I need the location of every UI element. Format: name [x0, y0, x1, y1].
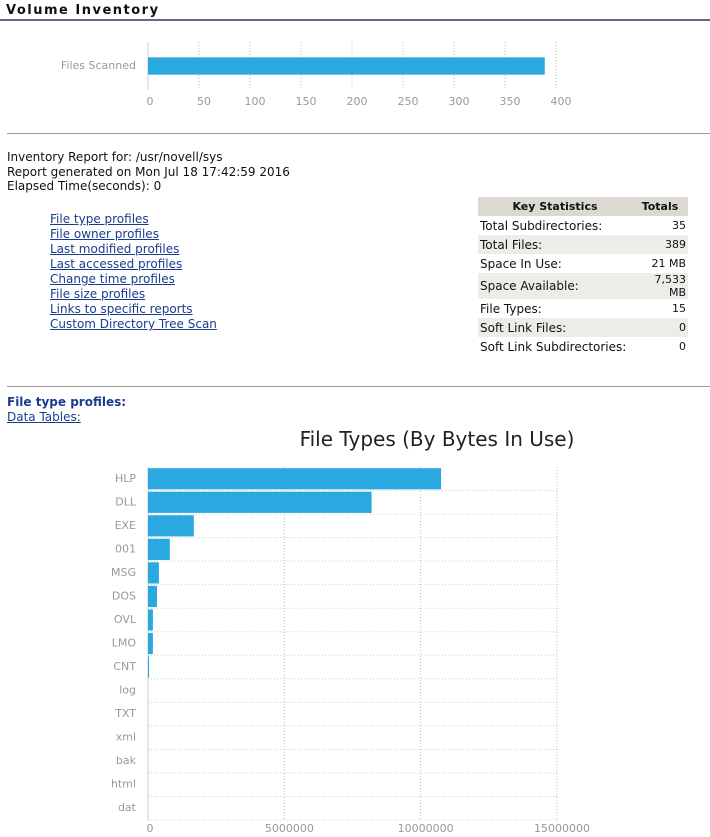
link-list: File type profiles File owner profiles Las… — [50, 212, 217, 332]
x-tick-label: 200 — [347, 95, 368, 108]
page-title: Volume Inventory — [6, 3, 160, 18]
report-line: Inventory Report for: /usr/novell/sys — [7, 150, 223, 164]
bar — [148, 57, 545, 75]
profile-link[interactable]: Last modified profiles — [50, 242, 180, 256]
category-label: 001 — [115, 542, 136, 555]
x-tick-label: 250 — [398, 95, 419, 108]
stat-name: Space Available: — [478, 273, 632, 299]
title-rule — [0, 19, 710, 21]
x-tick-label: 100 — [245, 95, 266, 108]
table-row: Total Files: 389 — [478, 235, 688, 254]
stat-value: 7,533 MB — [632, 273, 688, 299]
category-label: html — [111, 778, 136, 791]
stat-value: 0 — [632, 318, 688, 337]
stat-value: 0 — [679, 340, 686, 353]
x-tick-label: 0 — [147, 95, 154, 108]
profile-link[interactable]: File owner profiles — [50, 227, 159, 241]
bar — [148, 562, 159, 584]
divider — [7, 386, 710, 387]
x-tick-label: 5000000 — [265, 822, 314, 835]
category-label: MSG — [111, 566, 136, 579]
category-label: xml — [116, 731, 136, 744]
table-header-row: Key Statistics Totals — [478, 197, 688, 216]
category-label: dat — [118, 801, 137, 814]
category-label: HLP — [115, 472, 136, 485]
category-label: DOS — [112, 589, 136, 602]
profile-link[interactable]: Last accessed profiles — [50, 257, 183, 271]
table-row: Space In Use: 21 MB — [478, 254, 688, 273]
profile-link[interactable]: Links to specific reports — [50, 302, 193, 316]
x-tick-label: 15000000 — [534, 822, 590, 835]
stat-name: Total Subdirectories: — [480, 218, 603, 233]
bar — [148, 656, 150, 678]
file-types-chart: 0 5000000 10000000 15000000 HLP DLL EXE 001 MSG D… — [111, 467, 590, 835]
bar — [148, 468, 442, 490]
x-tick-label: 400 — [551, 95, 572, 108]
column-header: Key Statistics — [478, 197, 632, 216]
profile-link[interactable]: File size profiles — [50, 287, 146, 301]
category-label: Files Scanned — [61, 59, 136, 72]
table-row: Soft Link Subdirectories: 0 — [478, 337, 688, 356]
section-title: File type profiles: — [7, 395, 127, 409]
report-info: Inventory Report for: /usr/novell/sys Rep… — [7, 150, 290, 194]
bar — [148, 515, 194, 537]
stat-name: Soft Link Files: — [478, 318, 632, 337]
report-line: Report generated on Mon Jul 18 17:42:59 … — [7, 164, 290, 179]
bar — [148, 585, 157, 608]
chart-title: File Types (By Bytes In Use) — [299, 427, 575, 451]
column-header: Totals — [632, 197, 688, 216]
category-label: CNT — [113, 660, 136, 673]
category-label: DLL — [115, 495, 137, 508]
divider — [7, 133, 710, 134]
profile-link[interactable]: Custom Directory Tree Scan — [50, 317, 217, 331]
category-label: LMO — [112, 637, 137, 650]
table-row: Total Subdirectories: 35 — [478, 216, 688, 235]
stat-value: 389 — [632, 235, 688, 254]
stat-name: File Types: — [480, 301, 542, 316]
profile-link[interactable]: Change time profiles — [50, 272, 175, 286]
files-chart: 0 50 100 150 200 250 300 350 400 Files Scanned — [61, 42, 572, 108]
stat-name: Space In Use: — [480, 256, 562, 271]
category-label: log — [119, 684, 136, 697]
category-label: TXT — [114, 707, 136, 720]
profile-link[interactable]: File type profiles — [50, 212, 149, 226]
x-tick-label: 0 — [147, 822, 154, 835]
bar — [148, 609, 153, 631]
x-tick-label: 150 — [296, 95, 317, 108]
stat-name: Soft Link Subdirectories: — [480, 339, 627, 354]
table-row: Space Available: 7,533 MB — [478, 273, 688, 299]
table-row: File Types: 15 — [478, 299, 688, 318]
x-tick-label: 300 — [449, 95, 470, 108]
bar — [148, 632, 153, 655]
bar — [148, 538, 170, 560]
x-tick-label: 50 — [197, 95, 211, 108]
stat-value: 35 — [672, 219, 686, 232]
key-statistics-table: Key Statistics Totals Total Subdirectories… — [478, 197, 688, 356]
x-tick-label: 350 — [500, 95, 521, 108]
category-label: OVL — [114, 613, 137, 626]
x-tick-label: 10000000 — [398, 822, 454, 835]
category-label: bak — [116, 754, 137, 767]
category-label: EXE — [115, 519, 136, 532]
stat-name: Total Files: — [478, 235, 632, 254]
stat-value: 21 MB — [651, 257, 686, 270]
data-tables-link[interactable]: Data Tables: — [7, 410, 81, 424]
stat-value: 15 — [672, 302, 686, 315]
table-row: Soft Link Files: 0 — [478, 318, 688, 337]
report-line: Elapsed Time(seconds): 0 — [7, 179, 162, 193]
bar — [148, 491, 372, 513]
